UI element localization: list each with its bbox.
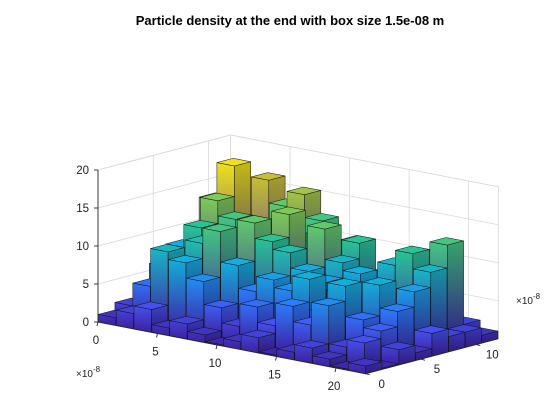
z-tick-label: 15 — [76, 203, 89, 215]
bar-top-face — [346, 335, 381, 344]
bar-top-face — [362, 277, 397, 286]
bar — [346, 335, 381, 367]
x-tick-label: 5 — [152, 347, 158, 359]
bar-top-face — [341, 235, 376, 244]
x-axis-line — [97, 321, 366, 375]
bar-top-face — [290, 263, 325, 272]
bar-front-face — [275, 302, 294, 353]
bar-top-face — [429, 237, 464, 246]
x-axis-exponent-label: ×10-8 — [76, 365, 101, 380]
z-tick-label: 20 — [76, 165, 89, 177]
bar-top-face — [327, 278, 362, 287]
y-tick-mark — [476, 344, 481, 346]
bar-front-face — [133, 305, 152, 333]
tick-layer: 0 5 10 15 20 0 5 10 0 5 10 15 20 ×10-8 ×10-8 — [76, 165, 541, 393]
z-tick-label: 0 — [83, 317, 89, 329]
bar-top-face — [414, 325, 449, 334]
bar — [347, 358, 383, 374]
bar-top-face — [271, 206, 306, 215]
bar-top-face — [272, 244, 308, 254]
bar-top-face — [345, 312, 380, 321]
bar-top-face — [254, 233, 290, 242]
y-tick-label: 10 — [486, 350, 499, 362]
x-tick-mark — [156, 333, 158, 338]
bar-top-face — [150, 243, 185, 253]
bar-top-face — [203, 299, 239, 309]
bar-top-face — [183, 220, 218, 229]
x-tick-mark — [96, 321, 99, 327]
bar-top-face — [217, 211, 253, 220]
bar-top-face — [413, 264, 448, 273]
y-tick-mark — [420, 358, 426, 361]
bar-top-face — [200, 192, 235, 202]
x-tick-label: 10 — [209, 358, 222, 370]
x-tick-mark — [334, 367, 337, 373]
bar-top-face — [251, 172, 286, 181]
y-tick-mark — [365, 373, 370, 376]
bar-top-face — [168, 255, 203, 264]
bar-top-face — [342, 266, 378, 275]
bar-top-face — [312, 351, 347, 360]
z-tick-label: 5 — [83, 279, 89, 291]
bar-top-face — [325, 254, 360, 264]
x-tick-mark — [275, 356, 277, 361]
bar-top-face — [275, 298, 310, 307]
bar-top-face — [240, 329, 276, 339]
bar-top-face — [169, 316, 204, 325]
x-tick-label: 20 — [328, 381, 341, 393]
bar-top-face — [286, 186, 322, 195]
bar-top-face — [187, 327, 222, 336]
bar-top-face — [256, 272, 291, 281]
bar-top-face — [395, 245, 430, 254]
bar-top-face — [311, 297, 346, 306]
bar-top-face — [202, 223, 237, 232]
bar-top-face — [220, 257, 255, 266]
y-axis-exponent-label: ×10-8 — [516, 292, 541, 307]
bars-layer — [98, 158, 499, 374]
bar-top-face — [363, 323, 398, 332]
x-tick-label: 15 — [268, 370, 281, 382]
bar-top-face — [133, 301, 169, 310]
bar-top-face — [186, 273, 221, 282]
box-edge — [230, 134, 499, 188]
bar-top-face — [239, 299, 274, 308]
x-tick-mark — [215, 344, 218, 350]
bar-top-face — [304, 213, 339, 222]
x-tick-label: 0 — [93, 335, 99, 347]
y-tick-label: 0 — [379, 379, 385, 391]
bar-top-face — [216, 158, 251, 167]
sidewall-gridline-z — [97, 172, 231, 209]
bar — [381, 341, 416, 366]
bar-top-face — [294, 340, 329, 349]
bar-top-face — [347, 358, 383, 367]
chart-title: Particle density at the end with box siz… — [136, 13, 445, 28]
box-edge — [97, 134, 231, 171]
bar-top-face — [381, 341, 416, 350]
bar-top-face — [307, 221, 342, 230]
z-tick-label: 10 — [76, 241, 89, 253]
bar-top-face — [379, 303, 415, 312]
bar-top-face — [291, 271, 327, 280]
bar-top-face — [237, 215, 272, 224]
bar-top-face — [396, 283, 431, 293]
y-tick-label: 5 — [434, 364, 440, 376]
